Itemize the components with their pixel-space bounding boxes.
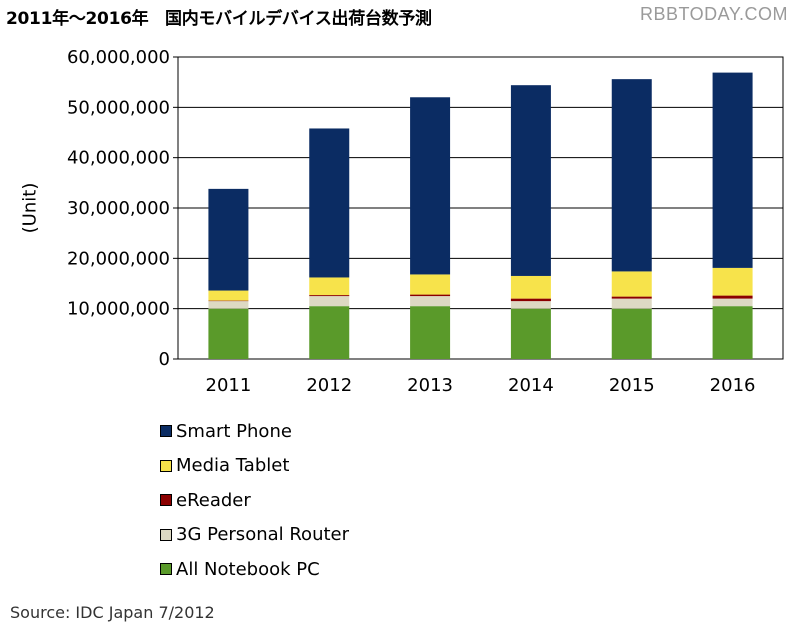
- legend-swatch: [160, 425, 172, 438]
- x-tick-label: 2015: [609, 375, 655, 396]
- bar-segment: [410, 294, 451, 297]
- bar-segment: [712, 295, 753, 299]
- bar-segment: [309, 277, 350, 296]
- bar-segment: [309, 128, 350, 278]
- x-tick-label: 2011: [206, 375, 252, 396]
- source-note: Source: IDC Japan 7/2012: [10, 603, 215, 622]
- bar-segment: [510, 308, 551, 359]
- y-tick-label: 50,000,000: [67, 97, 170, 118]
- bar-segment: [208, 290, 249, 301]
- legend-label: Smart Phone: [176, 420, 292, 442]
- bar-segment: [510, 301, 551, 309]
- bar-segment: [410, 274, 451, 295]
- legend-swatch: [160, 563, 172, 576]
- bar-segment: [712, 267, 753, 296]
- legend-label: eReader: [176, 489, 251, 511]
- legend-label: 3G Personal Router: [176, 524, 350, 546]
- legend-label: All Notebook PC: [176, 558, 320, 580]
- chart-legend: Smart Phone Media Tablet eReader 3G Persona…: [160, 414, 349, 587]
- y-tick-label: 20,000,000: [67, 248, 170, 269]
- x-tick-label: 2013: [407, 375, 453, 396]
- bar-segment: [410, 97, 451, 275]
- bar-segment: [712, 298, 753, 307]
- legend-item: Media Tablet: [160, 449, 349, 484]
- y-tick-label: 30,000,000: [67, 198, 170, 219]
- bar-segment: [208, 188, 249, 291]
- bar-segment: [611, 308, 652, 359]
- chart-title: 2011年～2016年 国内モバイルデバイス出荷台数予測: [6, 9, 432, 29]
- y-tick-label: 10,000,000: [67, 299, 170, 320]
- x-tick-label: 2016: [710, 375, 756, 396]
- legend-label: Media Tablet: [176, 455, 290, 477]
- bar-segment: [611, 298, 652, 309]
- legend-item: eReader: [160, 483, 349, 518]
- bar-segment: [510, 85, 551, 276]
- legend-item: 3G Personal Router: [160, 518, 349, 553]
- legend-swatch: [160, 494, 172, 507]
- bar-segment: [309, 295, 350, 297]
- bar-segment: [510, 275, 551, 299]
- bar-segment: [309, 296, 350, 307]
- x-tick-label: 2014: [508, 375, 554, 396]
- bar-segment: [309, 306, 350, 359]
- y-tick-label: 60,000,000: [67, 47, 170, 68]
- bar-segment: [611, 79, 652, 272]
- bar-segment: [611, 271, 652, 297]
- y-tick-label: 40,000,000: [67, 148, 170, 169]
- y-tick-label: 0: [159, 349, 170, 370]
- x-tick-label: 2012: [306, 375, 352, 396]
- bar-segment: [712, 306, 753, 359]
- legend-item: All Notebook PC: [160, 552, 349, 587]
- bar-segment: [208, 308, 249, 359]
- bar-segment: [510, 298, 551, 302]
- legend-swatch: [160, 459, 172, 472]
- watermark: RBBTODAY.COM: [639, 4, 788, 24]
- legend-item: Smart Phone: [160, 414, 349, 449]
- bar-segment: [208, 301, 249, 309]
- bar-segment: [208, 300, 249, 302]
- bar-segment: [410, 306, 451, 359]
- bar-segment: [712, 72, 753, 268]
- legend-swatch: [160, 528, 172, 541]
- bar-segment: [611, 296, 652, 299]
- bar-segment: [410, 296, 451, 307]
